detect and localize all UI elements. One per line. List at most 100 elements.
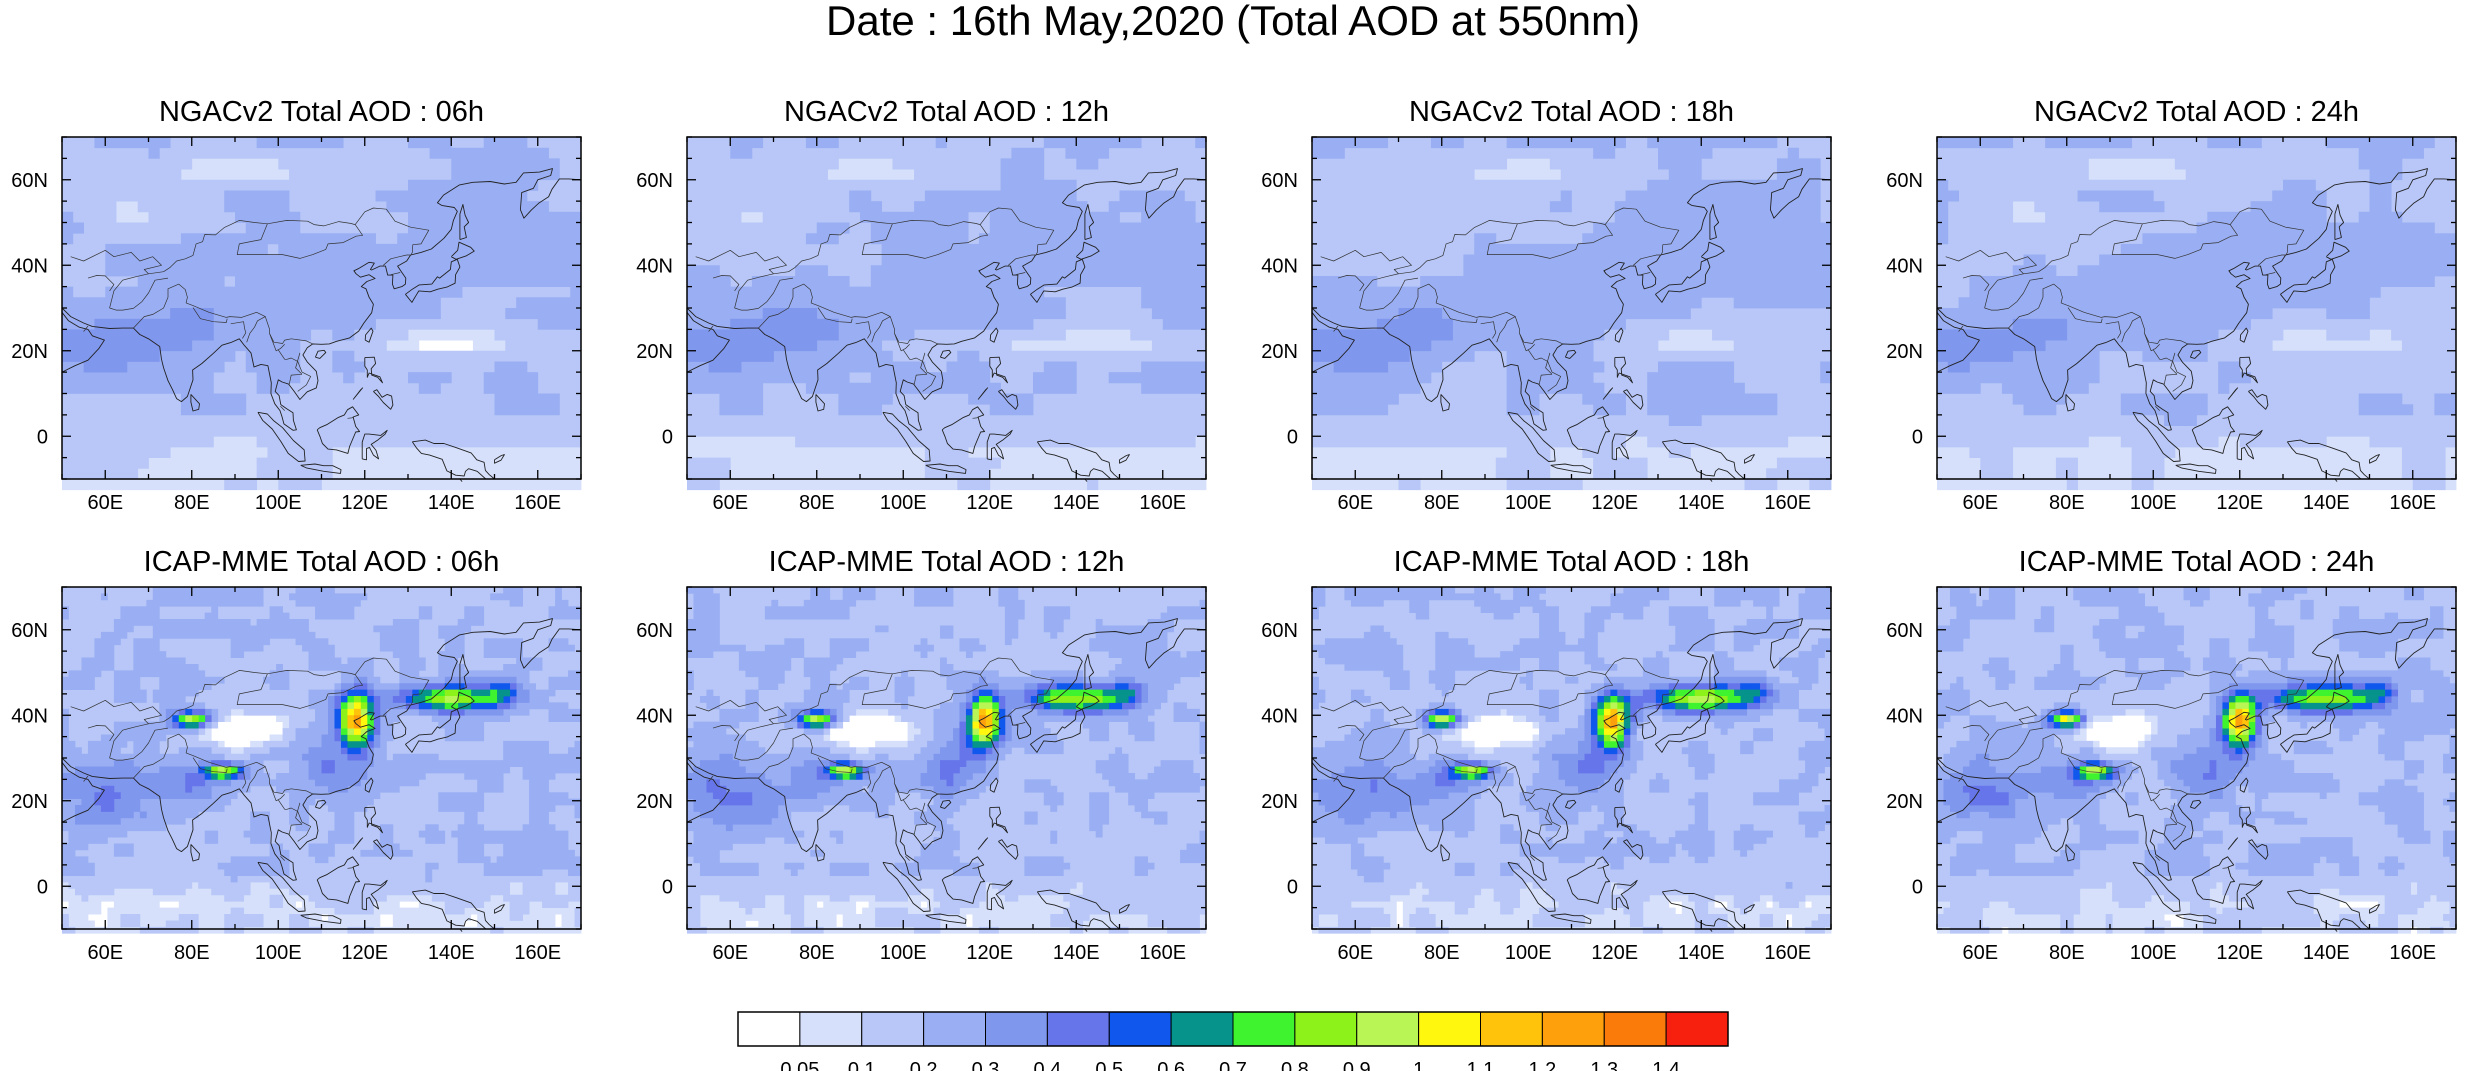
lon-tick-label: 120E <box>2216 492 2263 514</box>
lon-tick-label: 80E <box>174 942 210 964</box>
lat-tick-label: 40N <box>636 255 673 277</box>
lon-tick-label: 140E <box>428 942 475 964</box>
lon-tick-label: 80E <box>2049 492 2085 514</box>
map-panel-icap-12: 60E 80E 100E 120E 140E 160E 60N 40N 20N 0 <box>636 586 1207 964</box>
aod-field <box>62 587 582 934</box>
lon-tick-label: 160E <box>514 492 561 514</box>
lon-tick-label: 60E <box>1337 492 1373 514</box>
figure-title: Date : 16th May,2020 (Total AOD at 550nm… <box>826 0 1640 44</box>
colorbar-swatch <box>799 1011 863 1047</box>
lat-tick-label: 20N <box>11 791 48 813</box>
country-borders <box>1945 207 2305 419</box>
tick-marks <box>686 136 1207 480</box>
aod-field <box>62 137 582 491</box>
lon-tick-label: 120E <box>966 492 1013 514</box>
colorbar-swatch <box>1603 1011 1667 1047</box>
map-svg-icap-06: 60E 80E 100E 120E 140E 160E 60N 40N 20N 0 <box>11 586 582 964</box>
aod-field <box>1937 137 2457 491</box>
lon-tick-label: 60E <box>1337 942 1373 964</box>
lon-tick-label: 60E <box>87 942 123 964</box>
map-svg-icap-24: 60E 80E 100E 120E 140E 160E 60N 40N 20N 0 <box>1886 586 2457 964</box>
lon-tick-label: 80E <box>174 492 210 514</box>
panel-title-icap-24: ICAP-MME Total AOD : 24h <box>2018 546 2375 578</box>
colorbar-swatch <box>1294 1011 1358 1047</box>
lon-tick-label: 120E <box>966 942 1013 964</box>
lon-tick-label: 160E <box>1139 492 1186 514</box>
lat-tick-label: 60N <box>11 170 48 192</box>
colorbar-swatch <box>1356 1011 1420 1047</box>
lat-tick-label: 0 <box>1287 426 1298 448</box>
lon-tick-label: 120E <box>341 942 388 964</box>
colorbar-swatch <box>923 1011 986 1047</box>
panel-title-ngac-06: NGACv2 Total AOD : 06h <box>158 96 485 128</box>
lat-tick-label: 0 <box>662 876 673 898</box>
colorbar-label: 0.7 <box>1219 1059 1247 1071</box>
lon-tick-label: 60E <box>712 492 748 514</box>
lon-tick-label: 140E <box>1678 492 1725 514</box>
lat-tick-label: 20N <box>1886 341 1923 363</box>
lon-tick-label: 160E <box>2389 942 2436 964</box>
colorbar-swatch <box>1108 1011 1172 1047</box>
map-panel-ngac-06: 60E 80E 100E 120E 140E 160E 60N 40N 20N 0 <box>11 136 582 514</box>
colorbar-label: 0.4 <box>1033 1059 1061 1071</box>
lon-tick-label: 120E <box>1591 942 1638 964</box>
map-panel-ngac-24: 60E 80E 100E 120E 140E 160E 60N 40N 20N 0 <box>1886 136 2457 514</box>
lon-tick-label: 100E <box>255 942 302 964</box>
lat-tick-label: 60N <box>1261 170 1298 192</box>
colorbar-label: 0.9 <box>1343 1059 1371 1071</box>
lat-tick-label: 40N <box>1261 255 1298 277</box>
colorbar-label: 0.6 <box>1157 1059 1185 1071</box>
panel-title-ngac-12: NGACv2 Total AOD : 12h <box>783 96 1110 128</box>
colorbar-swatch <box>1418 1011 1481 1047</box>
lat-tick-label: 40N <box>1261 705 1298 727</box>
colorbar-swatch <box>1046 1011 1110 1047</box>
lon-tick-label: 140E <box>1053 492 1100 514</box>
lat-tick-label: 60N <box>1886 620 1923 642</box>
aod-field <box>687 137 1207 491</box>
coastlines <box>1936 618 2457 932</box>
lon-tick-label: 120E <box>2216 942 2263 964</box>
panel-title-ngac-24: NGACv2 Total AOD : 24h <box>2033 96 2360 128</box>
lat-tick-label: 20N <box>1261 341 1298 363</box>
lon-tick-label: 80E <box>799 942 835 964</box>
colorbar-label: 0.05 <box>780 1059 819 1071</box>
tick-marks <box>1936 136 2457 480</box>
lat-tick-label: 0 <box>1912 426 1923 448</box>
lat-tick-label: 40N <box>636 705 673 727</box>
lat-tick-label: 40N <box>1886 255 1923 277</box>
colorbar-swatch <box>1480 1011 1543 1047</box>
lon-tick-label: 140E <box>2303 492 2350 514</box>
panel-title-icap-06: ICAP-MME Total AOD : 06h <box>143 546 500 578</box>
tick-marks <box>1311 136 1832 480</box>
coastlines <box>1311 168 1832 482</box>
lon-tick-label: 60E <box>1962 942 1998 964</box>
lat-tick-label: 20N <box>1886 791 1923 813</box>
country-borders <box>1320 207 1680 419</box>
lon-tick-label: 160E <box>1139 942 1186 964</box>
colorbar-label: 1.3 <box>1590 1059 1618 1071</box>
map-svg-icap-12: 60E 80E 100E 120E 140E 160E 60N 40N 20N 0 <box>636 586 1207 964</box>
colorbar-swatch <box>1665 1011 1729 1047</box>
panel-title-icap-18: ICAP-MME Total AOD : 18h <box>1393 546 1750 578</box>
country-borders <box>1320 657 1680 869</box>
panel-title-icap-12: ICAP-MME Total AOD : 12h <box>768 546 1125 578</box>
colorbar-label: 0.1 <box>848 1059 876 1071</box>
lat-tick-label: 60N <box>11 620 48 642</box>
map-panel-icap-24: 60E 80E 100E 120E 140E 160E 60N 40N 20N 0 <box>1886 586 2457 964</box>
country-borders <box>1945 657 2305 869</box>
lon-tick-label: 80E <box>2049 942 2085 964</box>
colorbar-swatch <box>737 1011 801 1047</box>
lon-tick-label: 60E <box>1962 492 1998 514</box>
colorbar-label: 1.2 <box>1528 1059 1556 1071</box>
lat-tick-label: 40N <box>1886 705 1923 727</box>
tick-marks <box>1311 586 1832 930</box>
lon-tick-label: 100E <box>1505 942 1552 964</box>
lat-tick-label: 20N <box>11 341 48 363</box>
lat-tick-label: 20N <box>636 341 673 363</box>
lon-tick-label: 80E <box>799 492 835 514</box>
lat-tick-label: 0 <box>37 426 48 448</box>
coastlines <box>61 618 582 932</box>
colorbar-label: 1.4 <box>1652 1059 1680 1071</box>
lon-tick-label: 120E <box>1591 492 1638 514</box>
lon-tick-label: 80E <box>1424 942 1460 964</box>
